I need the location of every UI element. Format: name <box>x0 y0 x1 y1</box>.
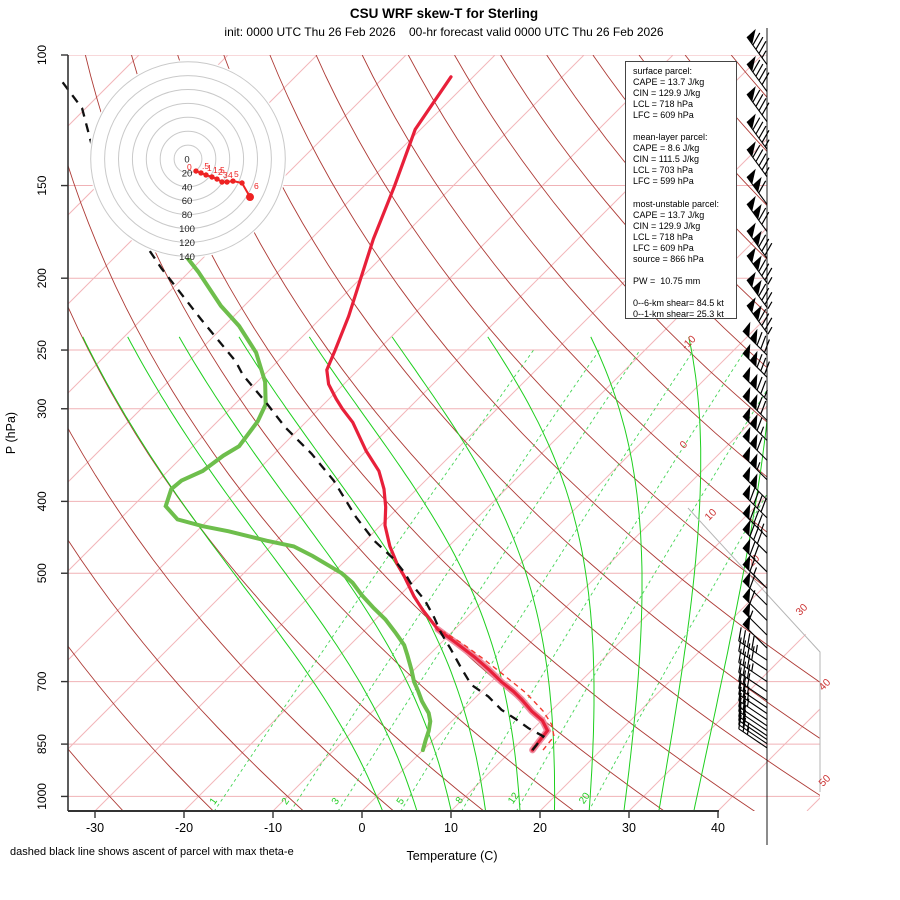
svg-text:40: 40 <box>182 182 193 193</box>
svg-text:150: 150 <box>35 175 49 195</box>
svg-text:140: 140 <box>179 252 195 263</box>
svg-text:1: 1 <box>207 163 212 173</box>
temperature-curve <box>325 75 550 752</box>
info-line: LFC = 609 hPa <box>633 242 694 253</box>
svg-text:100: 100 <box>179 224 195 235</box>
svg-text:2: 2 <box>218 167 223 177</box>
info-line: PW = 10.75 mm <box>633 275 701 286</box>
svg-text:1000: 1000 <box>35 783 49 810</box>
svg-text:-30: -30 <box>86 821 104 835</box>
info-line <box>633 188 736 199</box>
svg-text:.5: .5 <box>202 161 209 171</box>
svg-text:30: 30 <box>622 821 636 835</box>
info-line: CIN = 129.9 J/kg <box>633 88 701 99</box>
info-line: LCL = 703 hPa <box>633 165 693 176</box>
x-axis-label: Temperature (C) <box>407 849 498 863</box>
info-line: most-unstable parcel: <box>633 198 720 209</box>
svg-text:0: 0 <box>678 438 691 451</box>
svg-text:0: 0 <box>359 821 366 835</box>
svg-text:400: 400 <box>35 491 49 511</box>
svg-text:5: 5 <box>234 169 239 179</box>
svg-text:0: 0 <box>187 162 192 172</box>
svg-text:1: 1 <box>208 796 220 807</box>
info-line: CAPE = 13.7 J/kg <box>633 209 705 220</box>
sounding-curves <box>163 75 555 754</box>
svg-text:40: 40 <box>711 821 725 835</box>
svg-text:-20: -20 <box>175 821 193 835</box>
svg-text:3: 3 <box>330 796 342 807</box>
parcel-info-box: surface parcel: CAPE = 13.7 J/kg CIN = 129… <box>625 61 737 319</box>
svg-text:500: 500 <box>35 563 49 583</box>
dewpoint-curve <box>163 256 433 753</box>
svg-text:120: 120 <box>179 238 195 249</box>
info-line: CIN = 111.5 J/kg <box>633 154 699 165</box>
svg-text:10: 10 <box>703 506 720 523</box>
svg-text:60: 60 <box>182 196 193 207</box>
info-line <box>633 287 736 298</box>
footer-note: dashed black line shows ascent of parcel… <box>10 846 294 858</box>
y-axis-label: P (hPa) <box>4 412 18 454</box>
svg-text:200: 200 <box>35 268 49 288</box>
svg-text:1.5: 1.5 <box>213 165 225 175</box>
plot-boundary <box>687 507 821 792</box>
svg-text:10: 10 <box>444 821 458 835</box>
svg-text:30: 30 <box>794 601 811 618</box>
svg-text:250: 250 <box>35 340 49 360</box>
wind-barbs <box>738 28 773 845</box>
info-line: CAPE = 13.7 J/kg <box>633 77 705 88</box>
svg-text:2: 2 <box>280 796 292 807</box>
info-line: LCL = 718 hPa <box>633 231 693 242</box>
svg-text:3: 3 <box>223 170 228 180</box>
svg-text:5: 5 <box>395 796 407 807</box>
info-line: LFC = 599 hPa <box>633 176 694 187</box>
svg-text:40: 40 <box>817 676 834 693</box>
svg-text:20: 20 <box>533 821 547 835</box>
svg-text:8: 8 <box>454 795 466 806</box>
svg-text:850: 850 <box>35 734 49 754</box>
info-line: LCL = 718 hPa <box>633 99 693 110</box>
info-line <box>633 265 736 276</box>
chart-title: CSU WRF skew-T for Sterling <box>349 6 539 21</box>
svg-text:0: 0 <box>184 155 189 166</box>
info-line <box>633 121 736 132</box>
info-line: CAPE = 8.6 J/kg <box>633 143 700 154</box>
info-line: mean-layer parcel: <box>633 132 708 143</box>
virtual-temperature-curve <box>443 631 555 751</box>
info-line: surface parcel: <box>633 66 693 76</box>
svg-text:80: 80 <box>182 210 193 221</box>
info-line: 0--6-km shear= 84.5 kt <box>633 297 724 308</box>
chart-subtitle: init: 0000 UTC Thu 26 Feb 2026 00-hr for… <box>224 25 664 39</box>
background-moist-mixing-lines <box>82 336 767 811</box>
svg-text:-10: -10 <box>264 821 282 835</box>
svg-text:6: 6 <box>254 181 259 191</box>
svg-text:700: 700 <box>35 671 49 691</box>
info-line: source = 866 hPa <box>633 253 704 264</box>
info-line: CIN = 129.9 J/kg <box>633 220 701 231</box>
info-line: LFC = 609 hPa <box>633 110 694 121</box>
svg-text:50: 50 <box>817 772 834 789</box>
svg-text:100: 100 <box>35 45 49 65</box>
svg-text:4: 4 <box>228 170 233 180</box>
svg-text:300: 300 <box>35 398 49 418</box>
info-line: 0--1-km shear= 25.3 kt <box>633 309 724 320</box>
svg-text:20: 20 <box>182 168 193 179</box>
